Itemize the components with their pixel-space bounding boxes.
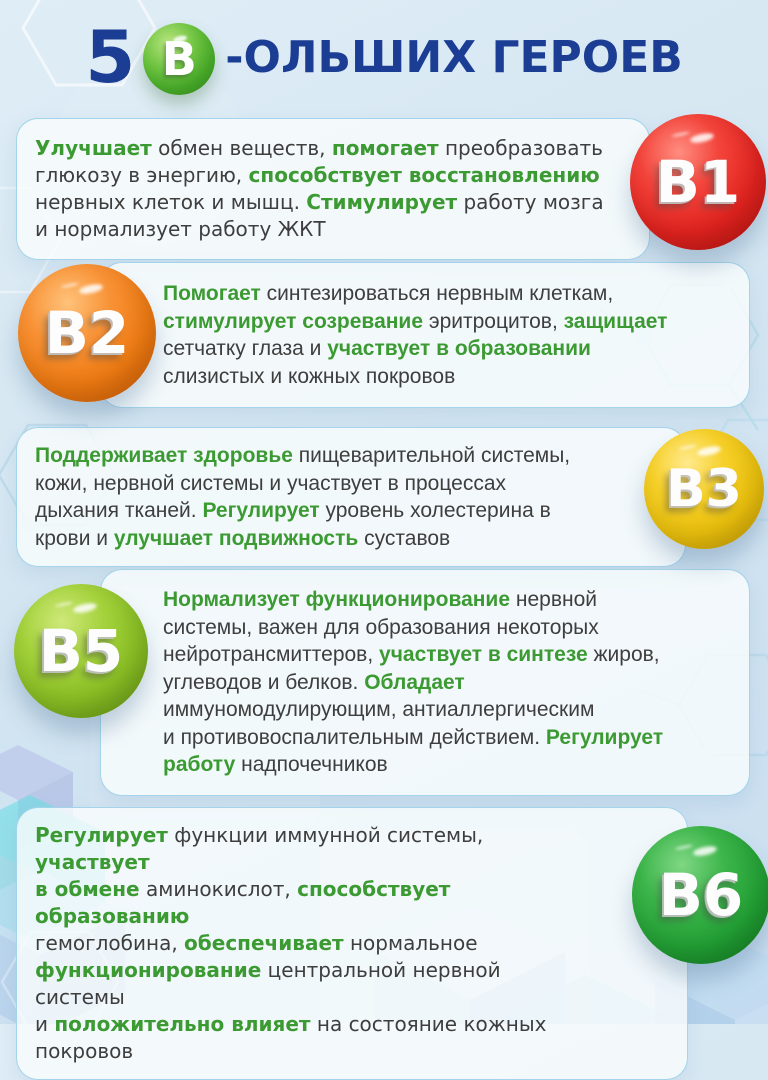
vitamin-b5-card: Нормализует функционирование нервной сис… bbox=[100, 569, 750, 796]
vitamin-b1-card: Улучшает обмен веществ, помогает преобра… bbox=[16, 118, 650, 260]
highlighted-text: помогает bbox=[331, 136, 439, 160]
highlighted-text: Поддерживает здоровье bbox=[35, 444, 293, 467]
sphere-glint-icon bbox=[689, 131, 715, 145]
title-text: -ОЛЬШИХ ГЕРОЕВ bbox=[225, 32, 683, 83]
vitamin-b6-badge: B6 bbox=[632, 826, 768, 964]
highlighted-text: функционирование bbox=[35, 958, 262, 982]
body-text: обмен веществ, bbox=[151, 136, 332, 160]
title-number: 5 bbox=[85, 15, 135, 99]
vitamin-b3-badge-label: B3 bbox=[666, 459, 742, 519]
body-text: суставов bbox=[358, 526, 451, 550]
highlighted-text: положительно влияет bbox=[54, 1012, 311, 1036]
highlighted-text: улучшает подвижность bbox=[113, 526, 359, 550]
highlighted-text: защищает bbox=[563, 309, 668, 333]
vitamin-b3-description: Поддерживает здоровье пищеварительной си… bbox=[35, 442, 589, 552]
vitamin-b5-badge: B5 bbox=[14, 584, 148, 718]
vitamin-b2-badge: B2 bbox=[18, 264, 156, 402]
vitamin-b5-description: Нормализует функционирование нервной сис… bbox=[163, 586, 729, 779]
body-text: эритроцитов, bbox=[423, 309, 564, 333]
body-text: гемоглобина, bbox=[35, 931, 178, 955]
vitamin-b6-card: Регулирует функции иммунной системы, уча… bbox=[16, 807, 688, 1080]
body-text: слизистых и кожных покровов bbox=[163, 364, 456, 388]
body-text: функции иммунной системы, bbox=[167, 823, 490, 847]
highlighted-text: Регулирует bbox=[202, 499, 320, 522]
body-text: уровень холестерина в крови и bbox=[35, 499, 551, 550]
highlighted-text: способствует восстановлению bbox=[248, 163, 600, 187]
highlighted-text: Улучшает bbox=[35, 136, 152, 160]
highlighted-text: Обладает bbox=[364, 670, 465, 694]
vitamin-b6-description: Регулирует функции иммунной системы, уча… bbox=[35, 822, 595, 1065]
vitamin-b2-card: Помогает синтезироваться нервным клеткам… bbox=[100, 262, 750, 408]
vitamin-b6-badge-label: B6 bbox=[658, 861, 744, 929]
vitamin-b2-badge-label: B2 bbox=[44, 299, 130, 367]
body-text: нормальное bbox=[349, 931, 478, 955]
hexagon-outline bbox=[21, 0, 157, 87]
body-text: жиров, углеводов и белков. bbox=[163, 643, 660, 694]
sphere-glint-icon bbox=[696, 444, 722, 458]
title-vitamin-sphere-icon: В bbox=[143, 23, 216, 95]
highlighted-text: Помогает bbox=[163, 282, 261, 305]
highlighted-text: участвует в синтезе bbox=[379, 643, 588, 666]
vitamin-b1-badge: B1 bbox=[630, 114, 766, 250]
highlighted-text: участвует в образовании bbox=[327, 337, 591, 360]
highlighted-text: Регулирует работу bbox=[163, 725, 664, 777]
vitamin-b3-card: Поддерживает здоровье пищеварительной си… bbox=[16, 427, 686, 567]
body-text: нервной системы, важен для образования н… bbox=[163, 588, 599, 666]
body-text: синтезироваться нервным клеткам, bbox=[266, 282, 614, 305]
highlighted-text: Регулирует bbox=[35, 823, 168, 847]
highlighted-text: Нормализует функционирование bbox=[163, 588, 511, 611]
vitamin-b5-badge-label: B5 bbox=[38, 617, 124, 685]
vitamin-b2-description: Помогает синтезироваться нервным клеткам… bbox=[163, 280, 729, 390]
body-text: аминокислот, bbox=[139, 877, 298, 901]
body-text: нервных клеток и мышц. bbox=[35, 190, 300, 214]
highlighted-text: Стимулирует bbox=[306, 190, 458, 214]
title-sphere-letter: В bbox=[161, 32, 197, 86]
highlighted-text: обеспечивает bbox=[184, 931, 344, 955]
body-text: сетчатку глаза и bbox=[163, 337, 322, 360]
sphere-glint-icon bbox=[72, 601, 98, 615]
highlighted-text: стимулирует созревание bbox=[163, 309, 424, 333]
body-text: центральной нервной системы и bbox=[35, 958, 501, 1036]
page-title: 5 В -ОЛЬШИХ ГЕРОЕВ bbox=[0, 16, 768, 102]
vitamin-b1-description: Улучшает обмен веществ, помогает преобра… bbox=[35, 135, 627, 243]
body-text: преобразовать глюкозу в энергию, bbox=[35, 136, 603, 187]
vitamin-b1-badge-label: B1 bbox=[655, 148, 741, 216]
vitamin-b3-badge: B3 bbox=[644, 429, 764, 549]
body-text: иммуномодулирующим, антиаллергическим и … bbox=[163, 698, 595, 749]
highlighted-text: участвует в обмене bbox=[35, 850, 150, 901]
body-text: пищеварительной системы, кожи, нервной с… bbox=[35, 444, 571, 522]
sphere-glint-icon bbox=[692, 844, 718, 858]
body-text: надпочечников bbox=[235, 753, 388, 776]
body-text: работу мозга и нормализует работу ЖКТ bbox=[35, 190, 604, 241]
highlighted-text: способствует образованию bbox=[35, 877, 458, 928]
sphere-glint-icon bbox=[78, 282, 104, 296]
